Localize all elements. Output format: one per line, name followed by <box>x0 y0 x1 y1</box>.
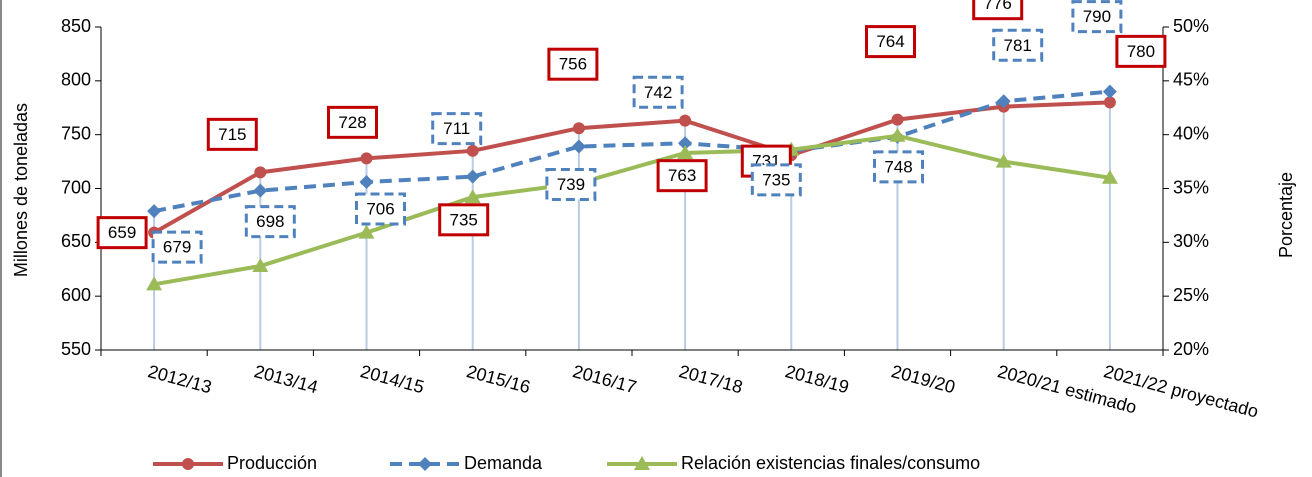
point <box>360 152 373 165</box>
y2-tick-label: 50% <box>1173 16 1209 36</box>
data-label: 659 <box>108 223 136 242</box>
point <box>677 144 694 159</box>
data-label: 763 <box>668 166 696 185</box>
x-tick-label: 2017/18 <box>677 361 745 397</box>
point <box>1102 84 1117 99</box>
data-label: 776 <box>984 0 1012 13</box>
legend-marker <box>182 458 194 470</box>
x-tick-label: 2014/15 <box>358 361 426 397</box>
point <box>146 276 163 291</box>
data-label-box <box>151 230 203 264</box>
point <box>572 122 585 135</box>
series-line <box>153 133 1111 287</box>
point <box>358 224 375 239</box>
data-label-box <box>547 47 599 81</box>
data-label: 756 <box>559 55 587 74</box>
point <box>465 169 480 184</box>
data-label: 790 <box>1083 7 1111 26</box>
y2-tick-label: 25% <box>1173 285 1209 305</box>
data-label-box <box>656 159 708 193</box>
data-label: 679 <box>163 238 191 257</box>
x-tick-label: 2015/16 <box>464 361 532 397</box>
x-tick-label: 2016/17 <box>571 361 639 397</box>
data-label: 764 <box>876 32 904 51</box>
x-tick-label: 2012/13 <box>146 361 214 397</box>
data-label: 711 <box>443 119 470 138</box>
data-label-box <box>1071 0 1123 34</box>
data-label-box <box>873 150 924 184</box>
data-label: 735 <box>762 170 790 189</box>
point <box>252 258 269 273</box>
y2-axis-title: Porcentaje <box>1276 172 1296 258</box>
y2-tick-label: 40% <box>1173 123 1209 143</box>
point <box>253 183 268 198</box>
point <box>359 175 374 190</box>
data-label: 715 <box>218 125 246 144</box>
data-label-box <box>355 192 406 226</box>
data-label-box <box>632 75 684 109</box>
data-label: 728 <box>338 113 366 132</box>
point <box>254 166 267 179</box>
data-label-box <box>750 163 802 197</box>
y-tick-label: 550 <box>61 339 91 359</box>
x-tick-label: 2013/14 <box>252 361 320 397</box>
data-label: 706 <box>366 200 394 219</box>
x-tick-label: 2018/19 <box>783 361 851 397</box>
legend-marker <box>418 457 432 471</box>
point <box>678 136 693 151</box>
data-label-box <box>431 112 483 146</box>
data-label: 735 <box>450 210 478 229</box>
data-label-box <box>865 25 916 59</box>
y2-tick-label: 45% <box>1173 70 1209 90</box>
data-label-box <box>438 203 490 237</box>
data-label-box <box>972 0 1024 21</box>
point <box>1103 96 1116 109</box>
point <box>996 94 1011 109</box>
point <box>889 127 906 142</box>
legend-marker <box>634 456 650 470</box>
y-axis-title: Millones de toneladas <box>11 103 31 277</box>
data-label-box <box>244 205 296 239</box>
y-tick-label: 850 <box>61 16 91 36</box>
data-label: 698 <box>256 212 284 231</box>
y-tick-label: 800 <box>61 70 91 90</box>
legend-label: Producción <box>227 453 317 473</box>
point <box>1101 169 1118 184</box>
point <box>466 144 479 157</box>
y-tick-label: 600 <box>61 285 91 305</box>
point <box>464 189 481 204</box>
y2-tick-label: 30% <box>1173 231 1209 251</box>
data-label-box <box>327 105 378 139</box>
point <box>679 114 692 127</box>
data-label-box <box>545 168 597 202</box>
y2-tick-label: 35% <box>1173 177 1209 197</box>
y-tick-label: 650 <box>61 231 91 251</box>
point <box>891 113 904 126</box>
point <box>995 153 1012 168</box>
legend-label: Demanda <box>464 453 543 473</box>
data-label: 748 <box>884 157 912 176</box>
data-label-box <box>206 117 258 151</box>
y-tick-label: 750 <box>61 123 91 143</box>
series-line <box>153 89 1111 214</box>
data-label: 780 <box>1127 42 1155 61</box>
y-tick-label: 700 <box>61 177 91 197</box>
x-tick-label: 2019/20 <box>889 361 957 397</box>
data-label: 742 <box>644 83 672 102</box>
data-label-box <box>992 28 1044 62</box>
point <box>147 204 162 219</box>
point <box>571 139 586 154</box>
legend-label: Relación existencias finales/consumo <box>681 453 980 473</box>
data-label: 781 <box>1004 36 1032 55</box>
y2-tick-label: 20% <box>1173 339 1209 359</box>
data-label-box <box>96 216 148 250</box>
series-line <box>153 100 1110 235</box>
data-label: 739 <box>557 175 585 194</box>
data-label-box <box>1115 34 1167 68</box>
